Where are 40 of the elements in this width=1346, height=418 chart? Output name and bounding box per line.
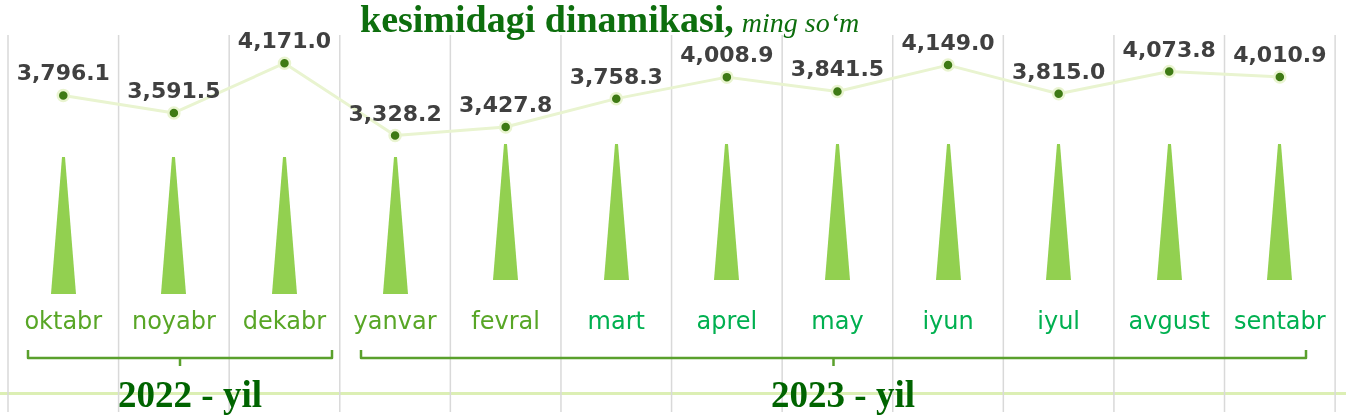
x-tick-label: avgust <box>1128 306 1210 335</box>
x-tick-label: dekabr <box>242 306 327 335</box>
x-tick-label: noyabr <box>131 306 216 335</box>
text: 2022 - yil <box>118 374 262 415</box>
x-tick-label: aprel <box>696 306 758 335</box>
point <box>167 106 181 120</box>
x-tick-label: may <box>811 306 864 335</box>
point <box>277 56 292 70</box>
point <box>609 91 624 106</box>
point <box>830 84 845 99</box>
x-tick-label: iyun <box>922 306 974 335</box>
text: 2023 - yil <box>771 374 915 415</box>
data-label: 4,171.0 <box>237 28 332 54</box>
chart-title: kesimidagi dinamikasi, <box>360 0 734 40</box>
point <box>720 70 734 84</box>
x-tick-label: sentabr <box>1233 306 1326 335</box>
data-label: 4,073.8 <box>1122 36 1216 62</box>
point <box>1273 70 1287 84</box>
point <box>1162 64 1176 79</box>
data-label: 3,796.1 <box>16 60 110 86</box>
data-label: 3,427.8 <box>459 92 553 118</box>
data-label: 3,758.3 <box>569 63 663 89</box>
x-tick-label: oktabr <box>24 306 103 335</box>
point <box>388 128 402 143</box>
data-label: 3,591.5 <box>127 77 221 103</box>
data-label: 4,008.9 <box>680 42 774 68</box>
x-tick-label: mart <box>587 306 645 335</box>
chart-subtitle: ming so‘m <box>741 7 860 38</box>
data-label: 3,815.0 <box>1012 58 1106 84</box>
point <box>941 58 955 72</box>
point <box>1051 87 1066 101</box>
data-label: 3,328.2 <box>348 100 442 126</box>
data-label: 4,149.0 <box>901 30 995 56</box>
x-tick-label: fevral <box>471 306 540 335</box>
point <box>498 120 513 134</box>
x-tick-label: yanvar <box>353 306 437 335</box>
data-label: 3,841.5 <box>790 56 885 82</box>
data-label: 4,010.9 <box>1233 41 1327 67</box>
x-tick-label: iyul <box>1037 306 1081 335</box>
point <box>56 88 71 103</box>
